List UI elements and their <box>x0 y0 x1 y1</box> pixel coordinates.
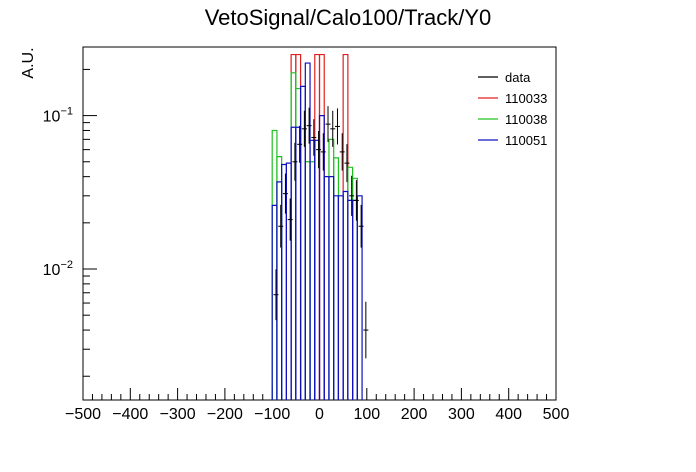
legend-label-110051: 110051 <box>505 133 547 148</box>
x-tick-label: 500 <box>543 406 570 423</box>
histogram-bin <box>333 157 340 400</box>
histogram-bin <box>314 139 321 400</box>
legend-label-110033: 110033 <box>505 91 547 106</box>
series-data <box>273 106 369 359</box>
histogram-bin <box>295 126 302 400</box>
x-tick-label: −100 <box>254 406 290 423</box>
x-tick-label: −500 <box>65 406 101 423</box>
x-tick-label: 0 <box>315 406 324 423</box>
histogram-bin <box>328 176 335 400</box>
histogram-bin <box>323 176 330 400</box>
x-tick-label: −300 <box>160 406 196 423</box>
chart-title: VetoSignal/Calo100/Track/Y0 <box>205 5 492 30</box>
histogram-bin <box>337 195 344 400</box>
x-tick-label: 200 <box>401 406 428 423</box>
histogram-bin <box>318 53 325 400</box>
histogram-bin <box>309 161 316 400</box>
histogram-bin <box>290 53 297 400</box>
plot-area: −500 −400 −300 −200 −100 0 100 200 300 400 500 10−1… <box>43 46 570 423</box>
legend: data 110033 110038 110051 <box>478 70 547 148</box>
histogram-bin <box>276 156 283 400</box>
histogram-bin <box>333 195 340 400</box>
histogram-bin <box>309 139 316 400</box>
histogram-bin <box>356 195 363 400</box>
histogram-bin <box>304 161 311 400</box>
histogram-bin <box>342 190 349 400</box>
histogram-bin <box>352 199 358 400</box>
histogram-bin <box>347 199 354 400</box>
legend-label-data: data <box>505 70 531 85</box>
y-tick-label: 10−1 <box>43 106 73 126</box>
x-tick-label: 400 <box>495 406 522 423</box>
histogram-bin <box>342 53 349 400</box>
histogram-bin <box>295 53 302 400</box>
histogram-bin <box>328 138 335 400</box>
x-tick-label: −400 <box>112 406 148 423</box>
histogram-bin <box>271 129 278 400</box>
x-tick-label: 100 <box>353 406 380 423</box>
y-axis-label: A.U. <box>20 47 37 78</box>
legend-label-110038: 110038 <box>505 112 547 127</box>
x-tick-label: 300 <box>448 406 475 423</box>
y-tick-label: 10−2 <box>43 259 73 279</box>
x-tick-label: −200 <box>207 406 243 423</box>
histogram-bin <box>314 53 321 400</box>
histogram-bin <box>290 72 297 400</box>
series-110051 <box>271 62 363 400</box>
